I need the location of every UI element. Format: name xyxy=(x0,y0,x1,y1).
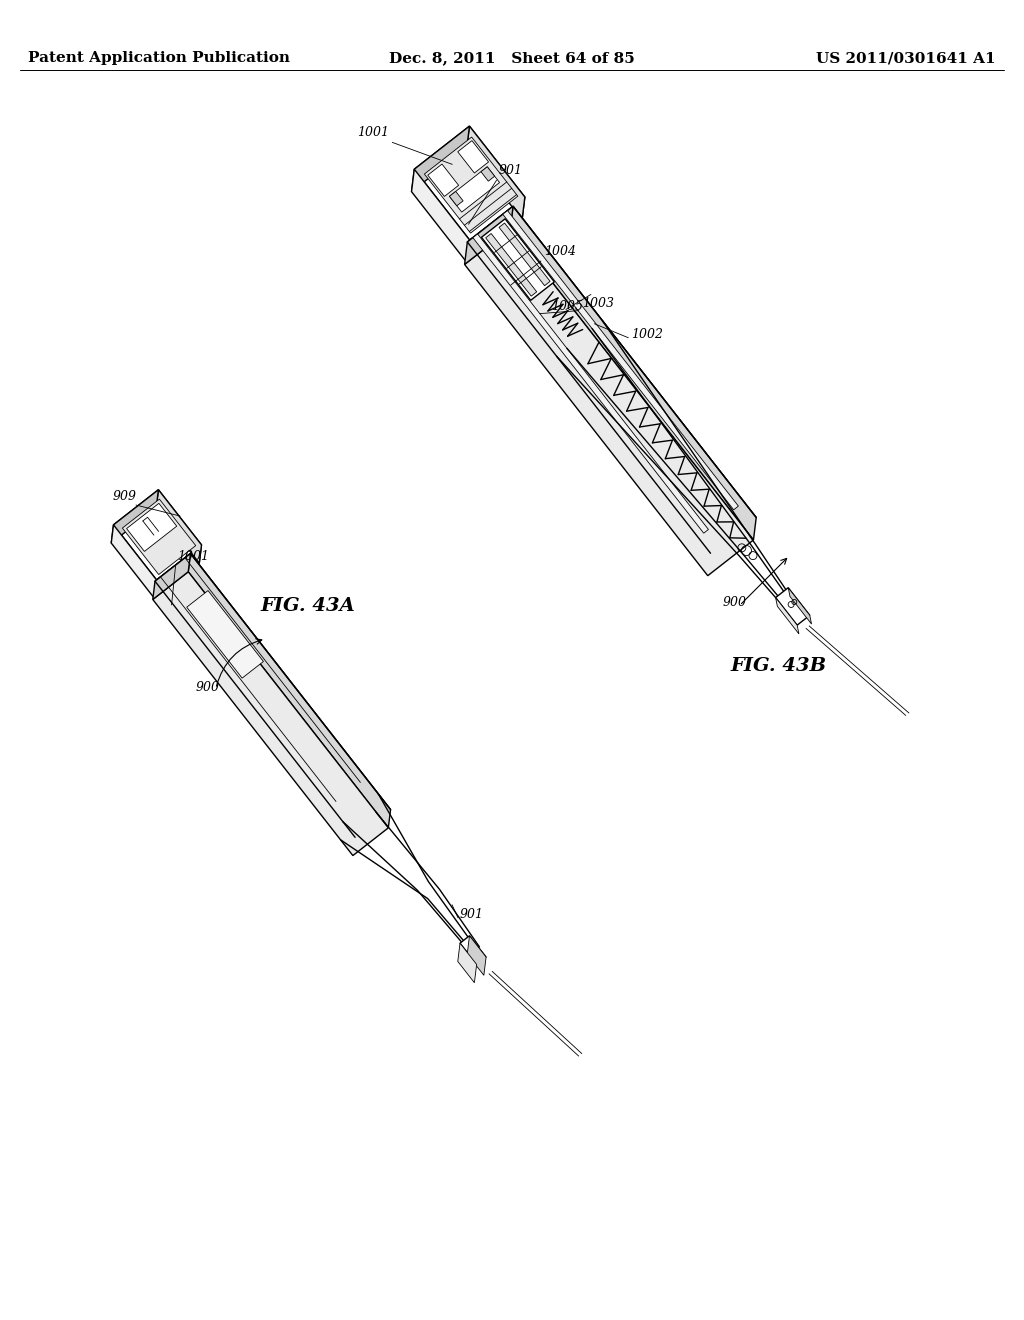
Polygon shape xyxy=(188,553,390,828)
Text: US 2011/0301641 A1: US 2011/0301641 A1 xyxy=(816,51,996,65)
Polygon shape xyxy=(112,525,157,598)
Polygon shape xyxy=(775,598,799,634)
Polygon shape xyxy=(127,503,177,552)
Polygon shape xyxy=(428,164,459,197)
Polygon shape xyxy=(775,587,810,626)
Text: 900: 900 xyxy=(196,681,220,694)
Polygon shape xyxy=(788,587,812,624)
Text: 901: 901 xyxy=(499,164,522,177)
Polygon shape xyxy=(157,490,202,564)
Polygon shape xyxy=(481,166,495,181)
Polygon shape xyxy=(465,228,754,576)
Polygon shape xyxy=(467,127,525,219)
Text: 901: 901 xyxy=(460,908,484,921)
Polygon shape xyxy=(465,206,513,264)
Text: Patent Application Publication: Patent Application Publication xyxy=(28,51,290,65)
Polygon shape xyxy=(412,169,470,263)
Polygon shape xyxy=(186,590,263,678)
Polygon shape xyxy=(467,239,715,553)
Text: 1001: 1001 xyxy=(177,550,210,562)
Polygon shape xyxy=(153,553,190,599)
Text: FIG. 43B: FIG. 43B xyxy=(730,657,826,675)
Text: 1003: 1003 xyxy=(582,297,613,310)
Polygon shape xyxy=(153,572,388,855)
Polygon shape xyxy=(485,234,537,296)
Polygon shape xyxy=(412,127,469,191)
Polygon shape xyxy=(415,127,525,240)
Polygon shape xyxy=(467,197,525,263)
Polygon shape xyxy=(508,206,756,521)
Polygon shape xyxy=(122,499,196,574)
Text: 1001: 1001 xyxy=(357,127,389,140)
Polygon shape xyxy=(467,936,486,975)
Polygon shape xyxy=(424,137,518,234)
Polygon shape xyxy=(155,553,390,837)
Polygon shape xyxy=(503,211,738,510)
Polygon shape xyxy=(450,191,463,206)
Text: 900: 900 xyxy=(723,595,746,609)
Text: 909: 909 xyxy=(113,490,137,503)
Polygon shape xyxy=(460,936,486,965)
Text: 1005: 1005 xyxy=(551,301,583,313)
Polygon shape xyxy=(458,141,488,173)
Text: 1002: 1002 xyxy=(632,327,664,341)
Polygon shape xyxy=(458,944,476,982)
Text: Dec. 8, 2011   Sheet 64 of 85: Dec. 8, 2011 Sheet 64 of 85 xyxy=(389,51,635,65)
Text: FIG. 43A: FIG. 43A xyxy=(261,597,355,615)
Polygon shape xyxy=(114,490,202,579)
Polygon shape xyxy=(510,206,756,540)
Polygon shape xyxy=(155,545,202,598)
Polygon shape xyxy=(473,234,709,533)
Text: 1004: 1004 xyxy=(544,246,575,257)
Polygon shape xyxy=(499,223,550,285)
Polygon shape xyxy=(481,219,554,301)
Polygon shape xyxy=(450,166,500,213)
Polygon shape xyxy=(112,490,159,543)
